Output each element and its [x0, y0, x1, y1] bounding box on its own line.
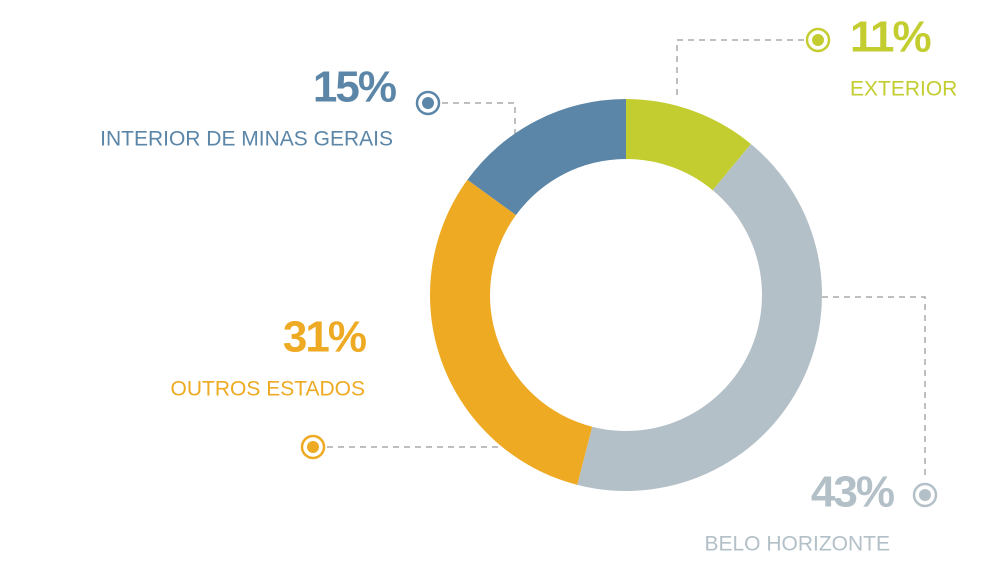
category-label: BELO HORIZONTE: [704, 533, 890, 556]
donut-slice: [430, 179, 593, 485]
donut-slice: [577, 143, 822, 491]
connector: [676, 39, 804, 100]
connectors: [327, 39, 926, 480]
connector: [822, 296, 926, 480]
percent-label: 43%: [811, 468, 894, 517]
marker-dot: [919, 489, 931, 501]
marker-dot: [307, 441, 319, 453]
marker-dot: [812, 34, 824, 46]
category-label: INTERIOR DE MINAS GERAIS: [100, 128, 393, 151]
marker-dot: [422, 97, 434, 109]
connector: [442, 102, 516, 135]
donut-slice: [626, 99, 751, 191]
percent-label: 31%: [283, 313, 366, 362]
category-label: EXTERIOR: [850, 78, 957, 101]
category-label: OUTROS ESTADOS: [171, 378, 365, 401]
donut-slice: [467, 99, 626, 216]
percent-label: 15%: [313, 63, 396, 112]
percent-label: 11%: [850, 13, 931, 62]
